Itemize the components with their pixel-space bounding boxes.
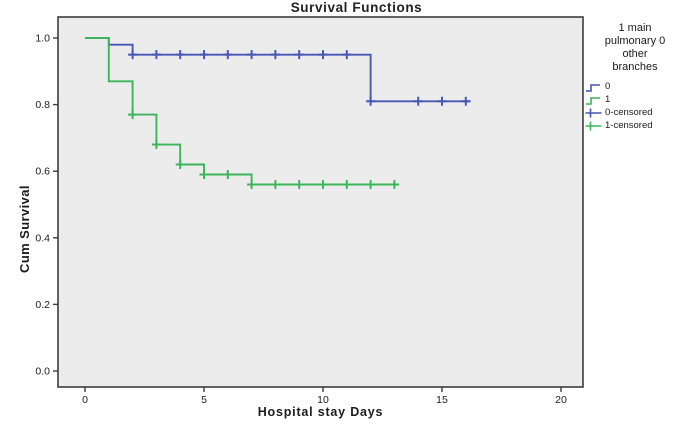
censor-mark-group-1	[318, 180, 328, 190]
x-axis-label: Hospital stay Days	[257, 405, 384, 419]
censor-plus-icon	[585, 108, 602, 118]
censor-mark-group-0	[461, 96, 471, 106]
y-tick-label: 0.0	[35, 366, 50, 378]
censor-mark-group-0	[413, 96, 423, 106]
censor-plus-icon	[585, 121, 602, 131]
y-tick-label: 0.2	[35, 299, 50, 311]
legend-entry-label: 1-censored	[605, 120, 653, 131]
legend-entry-group1: 1	[585, 93, 685, 106]
censor-mark-group-0	[318, 50, 328, 60]
censor-mark-group-1	[270, 180, 280, 190]
plot-panel	[57, 16, 584, 388]
censor-mark-group-1	[223, 170, 233, 180]
y-tick-label: 0.6	[35, 166, 50, 178]
censor-mark-group-0	[247, 50, 257, 60]
legend-entry-label: 1	[605, 94, 611, 105]
censor-mark-group-0	[294, 50, 304, 60]
censor-mark-group-0	[223, 50, 233, 60]
legend-entry-group1-censored: 1-censored	[585, 119, 685, 132]
x-tick-label: 15	[436, 394, 448, 406]
censor-mark-group-0	[175, 50, 185, 60]
legend-entries: 0 1 0-censored 1-censored	[585, 80, 685, 132]
chart-title: Survival Functions	[290, 0, 423, 15]
censor-mark-group-0	[342, 50, 352, 60]
x-tick-label: 20	[555, 394, 567, 406]
legend-title-line: branches	[612, 61, 658, 73]
censor-mark-group-0	[128, 50, 138, 60]
legend-title-line: pulmonary 0	[604, 35, 666, 47]
y-tick-label: 1.0	[35, 33, 50, 45]
legend-entry-group0: 0	[585, 80, 685, 93]
legend-entry-label: 0	[605, 81, 611, 92]
survival-curve-group-1	[85, 37, 400, 186]
y-tick-label: 0.4	[35, 232, 50, 244]
censor-mark-group-0	[437, 96, 447, 106]
legend-title-line: 1 main	[618, 22, 652, 34]
censor-mark-group-1	[366, 180, 376, 190]
legend-title: 1 main pulmonary 0 other branches	[585, 22, 685, 74]
censor-mark-group-1	[175, 160, 185, 170]
y-tick-label: 0.8	[35, 99, 50, 111]
censor-mark-group-0	[199, 50, 209, 60]
x-tick-label: 5	[201, 394, 207, 406]
y-axis-label: Cum Survival	[17, 185, 32, 273]
censor-mark-group-0	[270, 50, 280, 60]
censor-mark-group-1	[389, 180, 399, 190]
x-tick-label: 10	[317, 394, 329, 406]
censor-mark-group-0	[151, 50, 161, 60]
censor-mark-group-1	[247, 180, 257, 190]
censor-mark-group-1	[128, 110, 138, 120]
legend-title-line: other	[622, 48, 648, 60]
censor-mark-group-1	[199, 170, 209, 180]
legend-entry-label: 0-censored	[605, 107, 653, 118]
x-tick-label: 0	[82, 394, 88, 406]
censor-mark-group-1	[151, 140, 161, 150]
legend: 1 main pulmonary 0 other branches 0 1	[585, 22, 685, 132]
step-line-icon	[586, 96, 600, 105]
censor-mark-group-0	[366, 96, 376, 106]
step-line-icon	[586, 83, 600, 92]
censor-mark-group-1	[342, 180, 352, 190]
censor-mark-group-1	[294, 180, 304, 190]
legend-entry-group0-censored: 0-censored	[585, 106, 685, 119]
